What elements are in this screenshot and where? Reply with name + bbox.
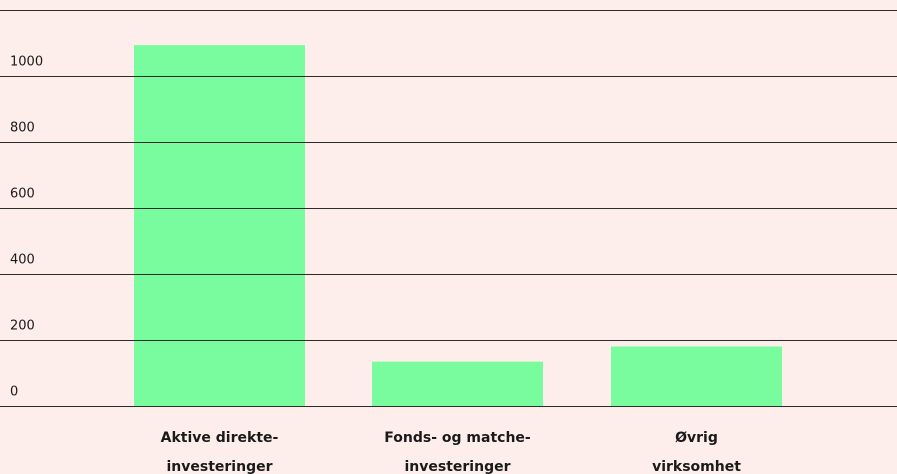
x-tick-label: virksomhet: [652, 459, 741, 474]
y-tick-label: 1000: [10, 55, 43, 70]
y-tick-label: 200: [10, 319, 35, 334]
y-tick-label: 800: [10, 121, 35, 136]
y-tick-label: 0: [10, 385, 18, 400]
x-tick-label: investeringer: [167, 459, 273, 474]
bar: [372, 361, 543, 407]
y-tick-label: 600: [10, 187, 35, 202]
x-tick-label: Aktive direkte-: [161, 430, 279, 446]
bar: [611, 346, 782, 407]
x-tick-label: Øvrig: [675, 430, 718, 446]
x-tick-label: investeringer: [405, 459, 511, 474]
y-tick-label: 400: [10, 253, 35, 268]
x-tick-label: Fonds- og matche-: [384, 430, 531, 446]
bar: [134, 45, 305, 407]
